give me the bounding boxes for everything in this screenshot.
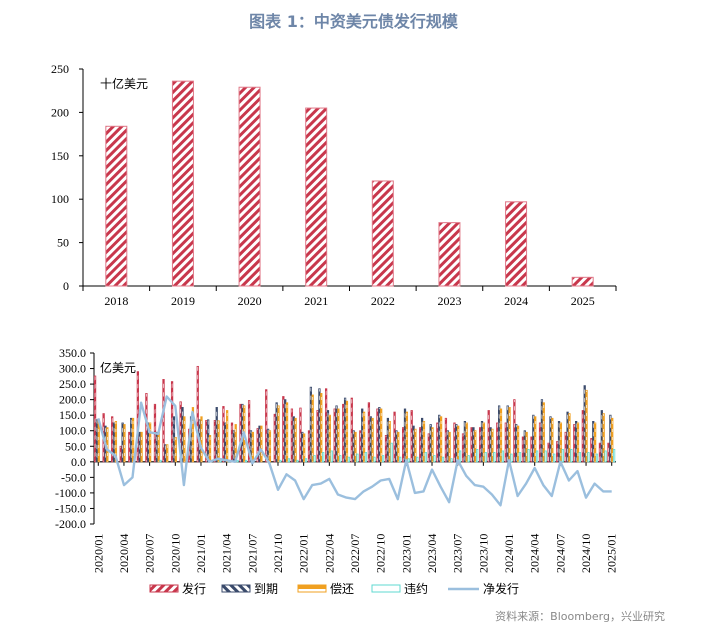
svg-text:发行: 发行 — [182, 581, 206, 596]
x-tick-label: 2020/01 — [91, 534, 105, 573]
x-tick-label: 2021 — [304, 294, 328, 308]
bar-2020 — [238, 86, 261, 287]
chart-title: 图表 1：中资美元债发行规模 — [249, 12, 458, 31]
x-tick-label: 2020/04 — [117, 534, 131, 573]
y-tick-label: 200 — [51, 105, 69, 119]
y-tick-label: 350.0 — [59, 346, 86, 360]
x-tick-label: 2022/01 — [297, 534, 311, 573]
legend: 发行 到期 偿还 违约 净发行 — [149, 581, 519, 596]
legend-issuance: 发行 — [149, 581, 206, 596]
y-tick-label: 0.0 — [71, 455, 86, 469]
y-tick-label: 100 — [51, 192, 69, 206]
x-tick-label: 2023/01 — [399, 534, 413, 573]
y-tick-label: -200.0 — [55, 517, 86, 531]
x-tick-label: 2024/01 — [502, 534, 516, 573]
bar-2018 — [105, 125, 128, 287]
svg-text:净发行: 净发行 — [483, 581, 519, 596]
legend-net-issuance: 净发行 — [448, 581, 519, 596]
source-note: 资料来源：Bloomberg，兴业研究 — [495, 610, 665, 623]
x-tick-label: 2023/10 — [476, 534, 490, 573]
x-tick-label: 2020/07 — [143, 534, 157, 573]
y-tick-label: 50 — [57, 236, 69, 250]
svg-text:到期: 到期 — [254, 582, 278, 596]
bar-2022 — [371, 180, 394, 287]
top-chart-axes: 0 50 100 150 200 250 2018 2019 2020 2021 2022 2023 2… — [51, 62, 617, 308]
top-chart-bars — [105, 80, 594, 287]
y-tick-label: 200.0 — [59, 393, 86, 407]
x-tick-label: 2025 — [571, 294, 595, 308]
bar-2019 — [171, 80, 194, 287]
y-tick-label: -50.0 — [61, 470, 86, 484]
y-tick-label: 150 — [51, 149, 69, 163]
y-tick-label: 0 — [63, 279, 69, 293]
x-tick-label: 2020 — [238, 294, 262, 308]
y-tick-label: -150.0 — [55, 501, 86, 515]
unit-label: 十亿美元 — [100, 76, 148, 91]
y-tick-label: 250.0 — [59, 377, 86, 391]
x-tick-label: 2021/01 — [194, 534, 208, 573]
x-tick-label: 2022/10 — [374, 534, 388, 573]
x-tick-label: 2024 — [504, 294, 528, 308]
x-tick-label: 2024/04 — [528, 534, 542, 573]
bar-2024 — [505, 201, 528, 287]
y-tick-label: -100.0 — [55, 486, 86, 500]
legend-repayment: 偿还 — [297, 581, 354, 596]
bar-2021 — [305, 107, 328, 287]
y-tick-label: 50.0 — [65, 439, 86, 453]
y-tick-label: 150.0 — [59, 408, 86, 422]
x-tick-label: 2022/07 — [348, 534, 362, 573]
legend-default: 违约 — [371, 581, 428, 596]
x-tick-label: 2025/01 — [605, 534, 619, 573]
x-tick-label: 2022 — [371, 294, 395, 308]
x-tick-label: 2021/10 — [271, 534, 285, 573]
x-tick-label: 2024/10 — [579, 534, 593, 573]
legend-maturity: 到期 — [221, 582, 278, 596]
x-tick-label: 2024/07 — [553, 534, 567, 573]
x-tick-label: 2022/04 — [322, 534, 336, 573]
x-tick-label: 2023/07 — [451, 534, 465, 573]
bar-2025 — [571, 276, 594, 287]
svg-text:违约: 违约 — [404, 581, 428, 596]
y-tick-label: 100.0 — [59, 424, 86, 438]
bar-2023 — [438, 222, 461, 287]
x-tick-label: 2020/10 — [168, 534, 182, 573]
x-tick-label: 2018 — [104, 294, 128, 308]
x-tick-label: 2021/07 — [245, 534, 259, 573]
x-tick-label: 2023/04 — [425, 534, 439, 573]
y-tick-label: 300.0 — [59, 362, 86, 376]
x-tick-label: 2019 — [171, 294, 195, 308]
svg-text:偿还: 偿还 — [330, 581, 354, 596]
x-tick-label: 2023 — [437, 294, 461, 308]
net-issuance-line — [97, 395, 612, 507]
unit-label: 亿美元 — [100, 360, 136, 375]
x-tick-label: 2021/04 — [220, 534, 234, 573]
bottom-chart-bars — [93, 365, 616, 463]
y-tick-label: 250 — [51, 62, 69, 76]
